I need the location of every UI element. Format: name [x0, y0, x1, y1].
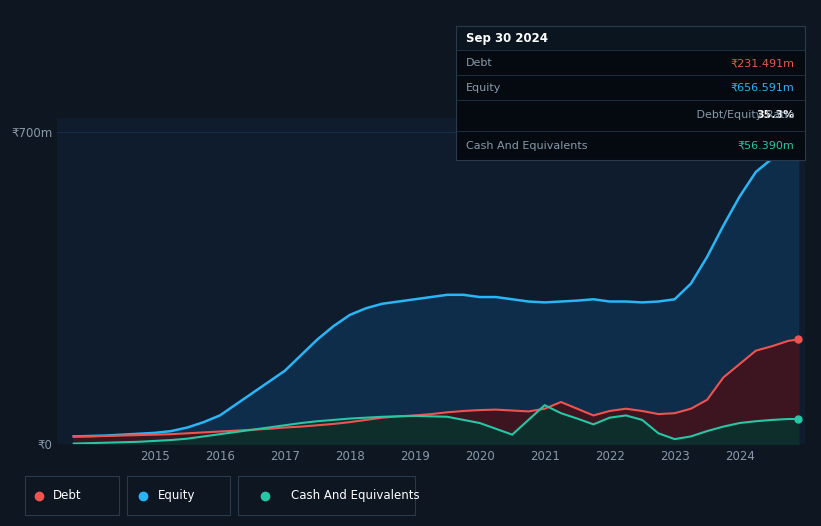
Text: Debt: Debt	[466, 58, 493, 68]
Text: ₹656.591m: ₹656.591m	[731, 83, 794, 93]
Text: 35.3%: 35.3%	[756, 110, 794, 120]
Text: Debt/Equity Ratio: Debt/Equity Ratio	[693, 110, 794, 120]
Bar	[456, 26, 805, 50]
Text: Equity: Equity	[466, 83, 502, 93]
Text: ₹231.491m: ₹231.491m	[730, 58, 794, 68]
Text: Equity: Equity	[158, 489, 195, 502]
Text: Cash And Equivalents: Cash And Equivalents	[291, 489, 420, 502]
Text: Sep 30 2024: Sep 30 2024	[466, 32, 548, 45]
Text: ₹56.390m: ₹56.390m	[737, 140, 794, 150]
Text: Cash And Equivalents: Cash And Equivalents	[466, 140, 588, 150]
Text: Debt: Debt	[53, 489, 81, 502]
